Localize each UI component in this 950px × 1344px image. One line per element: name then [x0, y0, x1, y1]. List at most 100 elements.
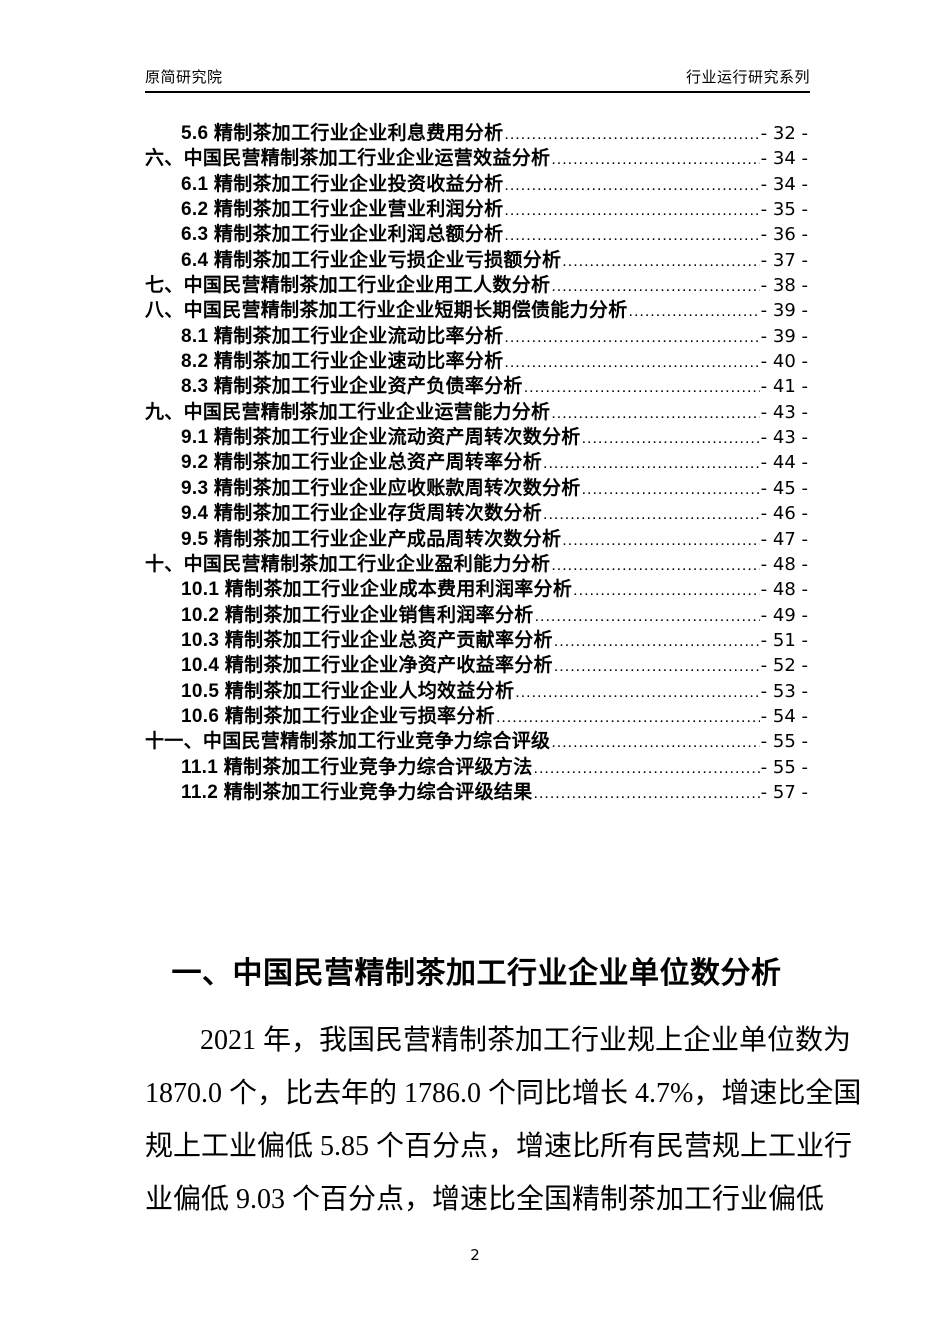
toc-entry[interactable]: 8.3 精制茶加工行业企业资产负债率分析 - 41 -: [145, 374, 808, 399]
toc-dot-leader: [582, 477, 760, 502]
toc-entry-label: 10.1 精制茶加工行业企业成本费用利润率分析: [181, 579, 573, 601]
paragraph-line: 1870.0 个，比去年的 1786.0 个同比增长 4.7%，增速比全国: [145, 1078, 862, 1109]
paragraph-line: 业偏低 9.03 个百分点，增速比全国精制茶加工行业偏低: [145, 1184, 825, 1215]
toc-entry-page: - 46 -: [760, 503, 808, 525]
toc-dot-leader: [504, 325, 759, 350]
toc-dot-leader: [504, 223, 759, 248]
toc-entry-page: - 38 -: [760, 275, 808, 297]
toc-entry-page: - 48 -: [760, 553, 808, 575]
toc-entry[interactable]: 11.1 精制茶加工行业竞争力综合评级方法 - 55 -: [145, 755, 808, 780]
toc-entry[interactable]: 10.3 精制茶加工行业企业总资产贡献率分析 - 51 -: [145, 628, 808, 653]
toc-entry-page: - 34 -: [760, 148, 808, 170]
toc-entry-page: - 37 -: [760, 249, 808, 271]
toc-entry-page: - 41 -: [760, 376, 808, 398]
toc-entry-label: 九、中国民营精制茶加工行业企业运营能力分析: [145, 401, 551, 423]
toc-entry-label: 八、中国民营精制茶加工行业企业短期长期偿债能力分析: [145, 300, 628, 322]
toc-entry-label: 8.3 精制茶加工行业企业资产负债率分析: [181, 376, 523, 398]
toc-entry-page: - 49 -: [760, 604, 808, 626]
toc-entry[interactable]: 10.5 精制茶加工行业企业人均效益分析 - 53 -: [145, 679, 808, 704]
toc-entry-page: - 35 -: [760, 199, 808, 221]
toc-entry-page: - 51 -: [760, 629, 808, 651]
toc-entry-label: 9.1 精制茶加工行业企业流动资产周转次数分析: [181, 427, 581, 449]
toc-entry-label: 七、中国民营精制茶加工行业企业用工人数分析: [145, 275, 551, 297]
toc-dot-leader: [551, 553, 759, 578]
toc-entry[interactable]: 10.4 精制茶加工行业企业净资产收益率分析 - 52 -: [145, 653, 808, 678]
toc-entry-label: 8.1 精制茶加工行业企业流动比率分析: [181, 325, 504, 347]
toc-entry-page: - 34 -: [760, 173, 808, 195]
toc-entry-label: 8.2 精制茶加工行业企业速动比率分析: [181, 351, 504, 373]
toc-entry-page: - 48 -: [760, 579, 808, 601]
toc-entry[interactable]: 6.2 精制茶加工行业企业营业利润分析 - 35 -: [145, 197, 808, 222]
toc-entry[interactable]: 九、中国民营精制茶加工行业企业运营能力分析 - 43 -: [145, 400, 808, 425]
toc-dot-leader: [543, 451, 760, 476]
toc-dot-leader: [543, 502, 760, 527]
toc-entry-page: - 55 -: [760, 731, 808, 753]
toc-entry-page: - 36 -: [760, 224, 808, 246]
toc-entry-label: 10.6 精制茶加工行业企业亏损率分析: [181, 705, 495, 727]
toc-dot-leader: [496, 705, 760, 730]
toc-dot-leader: [534, 781, 760, 806]
toc-entry-page: - 43 -: [760, 427, 808, 449]
toc-dot-leader: [504, 198, 759, 223]
toc-entry-label: 六、中国民营精制茶加工行业企业运营效益分析: [145, 148, 551, 170]
toc-entry-label: 10.3 精制茶加工行业企业总资产贡献率分析: [181, 629, 553, 651]
toc-dot-leader: [562, 249, 759, 274]
toc-entry[interactable]: 9.1 精制茶加工行业企业流动资产周转次数分析 - 43 -: [145, 425, 808, 450]
toc-entry[interactable]: 八、中国民营精制茶加工行业企业短期长期偿债能力分析 - 39 -: [145, 298, 808, 323]
toc-entry-page: - 54 -: [760, 705, 808, 727]
toc-dot-leader: [504, 350, 759, 375]
toc-entry[interactable]: 9.2 精制茶加工行业企业总资产周转率分析 - 44 -: [145, 450, 808, 475]
toc-entry[interactable]: 9.5 精制茶加工行业企业产成品周转次数分析 - 47 -: [145, 527, 808, 552]
toc-dot-leader: [504, 173, 759, 198]
toc-entry[interactable]: 9.4 精制茶加工行业企业存货周转次数分析 - 46 -: [145, 501, 808, 526]
doc-header: 原简研究院 行业运行研究系列: [145, 66, 810, 93]
toc-entry[interactable]: 七、中国民营精制茶加工行业企业用工人数分析 - 38 -: [145, 273, 808, 298]
toc-entry-page: - 44 -: [760, 452, 808, 474]
toc-entry[interactable]: 10.2 精制茶加工行业企业销售利润率分析 - 49 -: [145, 603, 808, 628]
page-footer: 2: [0, 1246, 950, 1264]
toc-entry[interactable]: 10.6 精制茶加工行业企业亏损率分析 - 54 -: [145, 704, 808, 729]
toc-dot-leader: [535, 604, 760, 629]
toc-entry-page: - 57 -: [760, 781, 808, 803]
toc-entry[interactable]: 11.2 精制茶加工行业竞争力综合评级结果 - 57 -: [145, 780, 808, 805]
toc-entry[interactable]: 6.1 精制茶加工行业企业投资收益分析 - 34 -: [145, 172, 808, 197]
toc-entry-page: - 53 -: [760, 680, 808, 702]
toc-entry-label: 6.2 精制茶加工行业企业营业利润分析: [181, 199, 504, 221]
toc-entry[interactable]: 9.3 精制茶加工行业企业应收账款周转次数分析 - 45 -: [145, 476, 808, 501]
toc-entry[interactable]: 十一、中国民营精制茶加工行业竞争力综合评级 - 55 -: [145, 729, 808, 754]
toc-entry-label: 6.4 精制茶加工行业企业亏损企业亏损额分析: [181, 249, 562, 271]
toc-entry[interactable]: 5.6 精制茶加工行业企业利息费用分析 - 32 -: [145, 121, 808, 146]
toc-entry-label: 5.6 精制茶加工行业企业利息费用分析: [181, 123, 504, 144]
toc-entry[interactable]: 10.1 精制茶加工行业企业成本费用利润率分析 - 48 -: [145, 577, 808, 602]
toc-entry[interactable]: 6.4 精制茶加工行业企业亏损企业亏损额分析 - 37 -: [145, 248, 808, 273]
toc-entry[interactable]: 六、中国民营精制茶加工行业企业运营效益分析 - 34 -: [145, 146, 808, 171]
header-left-text: 原简研究院: [145, 69, 223, 86]
toc-entry-label: 9.3 精制茶加工行业企业应收账款周转次数分析: [181, 477, 581, 499]
toc-entry-page: - 52 -: [760, 655, 808, 677]
toc-entry-page: - 39 -: [760, 325, 808, 347]
toc-entry-label: 十一、中国民营精制茶加工行业竞争力综合评级: [145, 731, 551, 753]
toc-entry-label: 11.1 精制茶加工行业竞争力综合评级方法: [181, 756, 533, 778]
toc-entry-label: 10.5 精制茶加工行业企业人均效益分析: [181, 680, 515, 702]
toc-dot-leader: [554, 629, 760, 654]
toc-dot-leader: [551, 147, 759, 172]
toc-dot-leader: [554, 654, 760, 679]
toc-entry-label: 10.2 精制茶加工行业企业销售利润率分析: [181, 604, 534, 626]
toc-dot-leader: [551, 730, 759, 755]
body-paragraph: 2021 年，我国民营精制茶加工行业规上企业单位数为 1870.0 个，比去年的…: [145, 1014, 862, 1226]
toc-entry-label: 十、中国民营精制茶加工行业企业盈利能力分析: [145, 553, 551, 575]
toc-entry[interactable]: 8.1 精制茶加工行业企业流动比率分析 - 39 -: [145, 324, 808, 349]
toc-dot-leader: [515, 680, 759, 705]
paragraph-line: 2021 年，我国民营精制茶加工行业规上企业单位数为: [200, 1025, 852, 1056]
toc-entry[interactable]: 6.3 精制茶加工行业企业利润总额分析 - 36 -: [145, 222, 808, 247]
page-number: 2: [470, 1246, 480, 1264]
toc-entry[interactable]: 8.2 精制茶加工行业企业速动比率分析 - 40 -: [145, 349, 808, 374]
toc-entry[interactable]: 十、中国民营精制茶加工行业企业盈利能力分析 - 48 -: [145, 552, 808, 577]
toc-entry-page: - 47 -: [760, 528, 808, 550]
toc-entry-label: 11.2 精制茶加工行业竞争力综合评级结果: [181, 781, 533, 803]
toc-dot-leader: [582, 426, 760, 451]
toc-entry-page: - 55 -: [760, 756, 808, 778]
table-of-contents: 5.6 精制茶加工行业企业利息费用分析 - 32 - 六、中国民营精制茶加工行业…: [145, 121, 808, 805]
toc-entry-label: 6.1 精制茶加工行业企业投资收益分析: [181, 173, 504, 195]
